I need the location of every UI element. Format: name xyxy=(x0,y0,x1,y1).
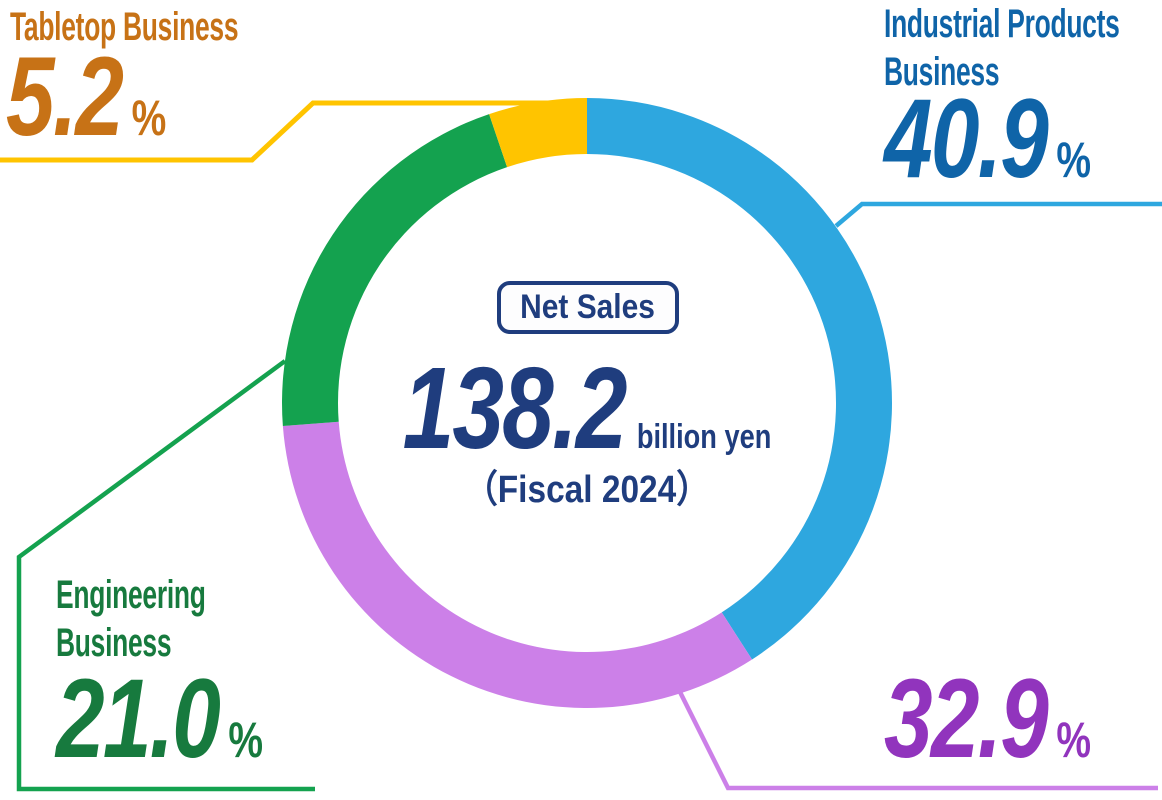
engineering-business-label: Engineering Business xyxy=(56,571,206,667)
tabletop-business-label: Tabletop Business xyxy=(10,3,239,51)
industrial-products-label-line2: Business xyxy=(884,50,1000,94)
donut-segment-unlabeled xyxy=(282,421,753,708)
unlabeled-segment-percent-sign: % xyxy=(1056,712,1092,768)
net-sales-amount: 138.2 xyxy=(402,343,628,473)
net-sales-unit: billion yen xyxy=(636,418,772,456)
tabletop-business-percent-number: 5.2 xyxy=(6,34,124,159)
leader-line-tabletop xyxy=(0,100,560,163)
unlabeled-segment-percent-number: 32.9 xyxy=(884,656,1049,781)
net-sales-badge: Net Sales xyxy=(497,281,679,334)
tabletop-business-percent-sign: % xyxy=(131,90,167,146)
tabletop-business-value: 5.2 % xyxy=(6,41,166,153)
engineering-business-value: 21.0 % xyxy=(56,663,263,775)
industrial-products-percent-number: 40.9 xyxy=(884,76,1049,201)
engineering-label-line2: Business xyxy=(56,621,172,665)
tabletop-business-label-line1: Tabletop Business xyxy=(10,5,239,49)
fiscal-period: （Fiscal 2024） xyxy=(464,469,710,511)
donut-segment-engineering xyxy=(282,114,508,426)
industrial-products-percent-sign: % xyxy=(1056,132,1092,188)
leader-line-industrial-products xyxy=(834,201,1162,228)
engineering-label-line1: Engineering xyxy=(56,573,206,617)
industrial-products-label-line1: Industrial Products xyxy=(884,2,1120,46)
industrial-products-business-label: Industrial Products Business xyxy=(884,0,1120,96)
donut-segment-industrial-products xyxy=(587,98,893,660)
net-sales-value: 138.2 billion yen xyxy=(403,350,772,466)
leader-line-engineering xyxy=(16,359,315,792)
donut-segment-tabletop xyxy=(489,98,587,168)
net-sales-badge-label: Net Sales xyxy=(520,288,656,326)
engineering-percent-sign: % xyxy=(228,712,264,768)
leader-line-unlabeled xyxy=(675,686,1158,791)
engineering-percent-number: 21.0 xyxy=(56,656,221,781)
unlabeled-segment-value: 32.9 % xyxy=(884,663,1091,775)
industrial-products-business-value: 40.9 % xyxy=(884,83,1091,195)
